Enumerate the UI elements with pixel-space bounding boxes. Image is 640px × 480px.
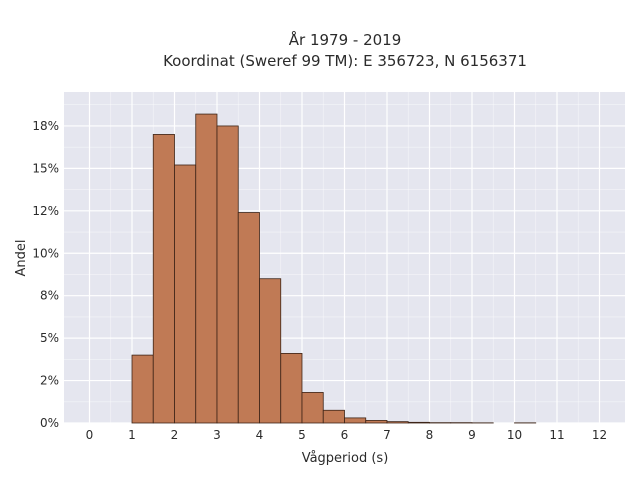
x-tick-label: 0 bbox=[86, 428, 94, 442]
histogram-bar bbox=[322, 409, 345, 424]
x-tick-label: 12 bbox=[592, 428, 607, 442]
y-tick-label: 10% bbox=[32, 246, 59, 260]
histogram-bar bbox=[216, 125, 239, 424]
histogram-bar bbox=[344, 417, 367, 424]
histogram-bar bbox=[259, 278, 282, 424]
chart-title-line2: Koordinat (Sweref 99 TM): E 356723, N 61… bbox=[163, 52, 527, 70]
histogram-bar bbox=[174, 164, 197, 424]
x-tick-label: 4 bbox=[256, 428, 264, 442]
histogram-bar bbox=[237, 212, 260, 424]
y-tick-label: 12% bbox=[32, 204, 59, 218]
x-tick-label: 1 bbox=[128, 428, 136, 442]
x-tick-label: 7 bbox=[383, 428, 391, 442]
x-axis-label: Vågperiod (s) bbox=[302, 451, 389, 466]
x-tick-label: 5 bbox=[298, 428, 306, 442]
x-tick-label: 9 bbox=[468, 428, 476, 442]
y-tick-label: 8% bbox=[40, 289, 59, 303]
histogram-bar bbox=[152, 134, 175, 424]
chart-title-line1: År 1979 - 2019 bbox=[289, 30, 402, 49]
y-tick-label: 5% bbox=[40, 331, 59, 345]
y-tick-labels: 0% 2% 5% 8% 10% 12% 15% 18% bbox=[32, 119, 59, 430]
x-tick-labels: 0 1 2 3 4 5 6 7 8 9 10 11 12 bbox=[86, 428, 607, 442]
histogram-bar bbox=[365, 420, 388, 424]
histogram-bar bbox=[407, 421, 430, 424]
y-tick-label: 15% bbox=[32, 161, 59, 175]
histogram-bar bbox=[131, 354, 154, 424]
y-tick-label: 2% bbox=[40, 374, 59, 388]
histogram-bar bbox=[301, 392, 324, 424]
x-tick-label: 11 bbox=[549, 428, 564, 442]
histogram-bar bbox=[195, 113, 218, 424]
histogram-bar bbox=[280, 353, 303, 424]
y-tick-label: 0% bbox=[40, 416, 59, 430]
y-axis-label: Andel bbox=[14, 240, 29, 277]
x-tick-label: 10 bbox=[507, 428, 522, 442]
histogram-bar bbox=[386, 421, 409, 424]
x-tick-label: 2 bbox=[171, 428, 179, 442]
x-tick-label: 8 bbox=[426, 428, 434, 442]
bars bbox=[131, 113, 537, 424]
x-tick-label: 6 bbox=[341, 428, 349, 442]
y-tick-label: 18% bbox=[32, 119, 59, 133]
x-tick-label: 3 bbox=[213, 428, 221, 442]
